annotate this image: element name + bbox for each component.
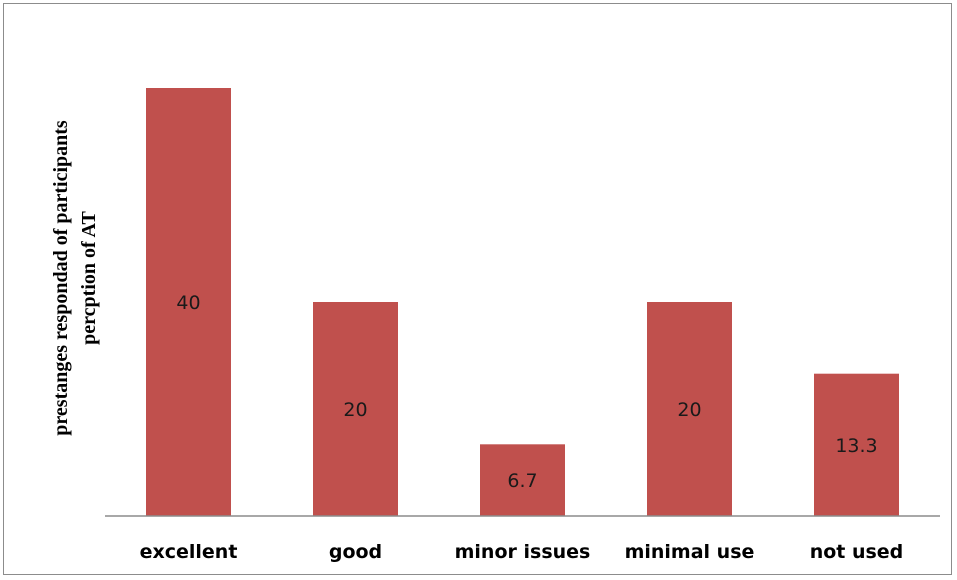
bar-minor-issues — [480, 444, 565, 516]
bar-excellent — [146, 88, 231, 516]
data-label-not-used: 13.3 — [835, 435, 877, 457]
bar-minimal-use — [647, 302, 732, 516]
category-label-not-used: not used — [810, 541, 904, 563]
y-axis-label-line-2: percption of AT — [78, 210, 100, 344]
data-label-minimal-use: 20 — [677, 399, 701, 421]
bars-layer: 40 20 6.7 20 13.3 — [146, 88, 899, 516]
category-label-good: good — [329, 541, 382, 563]
bar-not-used — [814, 373, 899, 516]
category-labels: excellent good minor issues minimal use not … — [140, 541, 904, 563]
category-label-minimal-use: minimal use — [625, 541, 755, 563]
category-label-excellent: excellent — [140, 541, 238, 563]
category-label-minor-issues: minor issues — [455, 541, 591, 563]
data-label-minor-issues: 6.7 — [507, 470, 537, 492]
y-axis-label-line-1: prestanges respondad of participants — [50, 120, 72, 436]
data-label-good: 20 — [343, 399, 367, 421]
bar-good — [313, 302, 398, 516]
y-axis-label: prestanges respondad of participants per… — [50, 120, 100, 436]
data-label-excellent: 40 — [176, 292, 200, 314]
